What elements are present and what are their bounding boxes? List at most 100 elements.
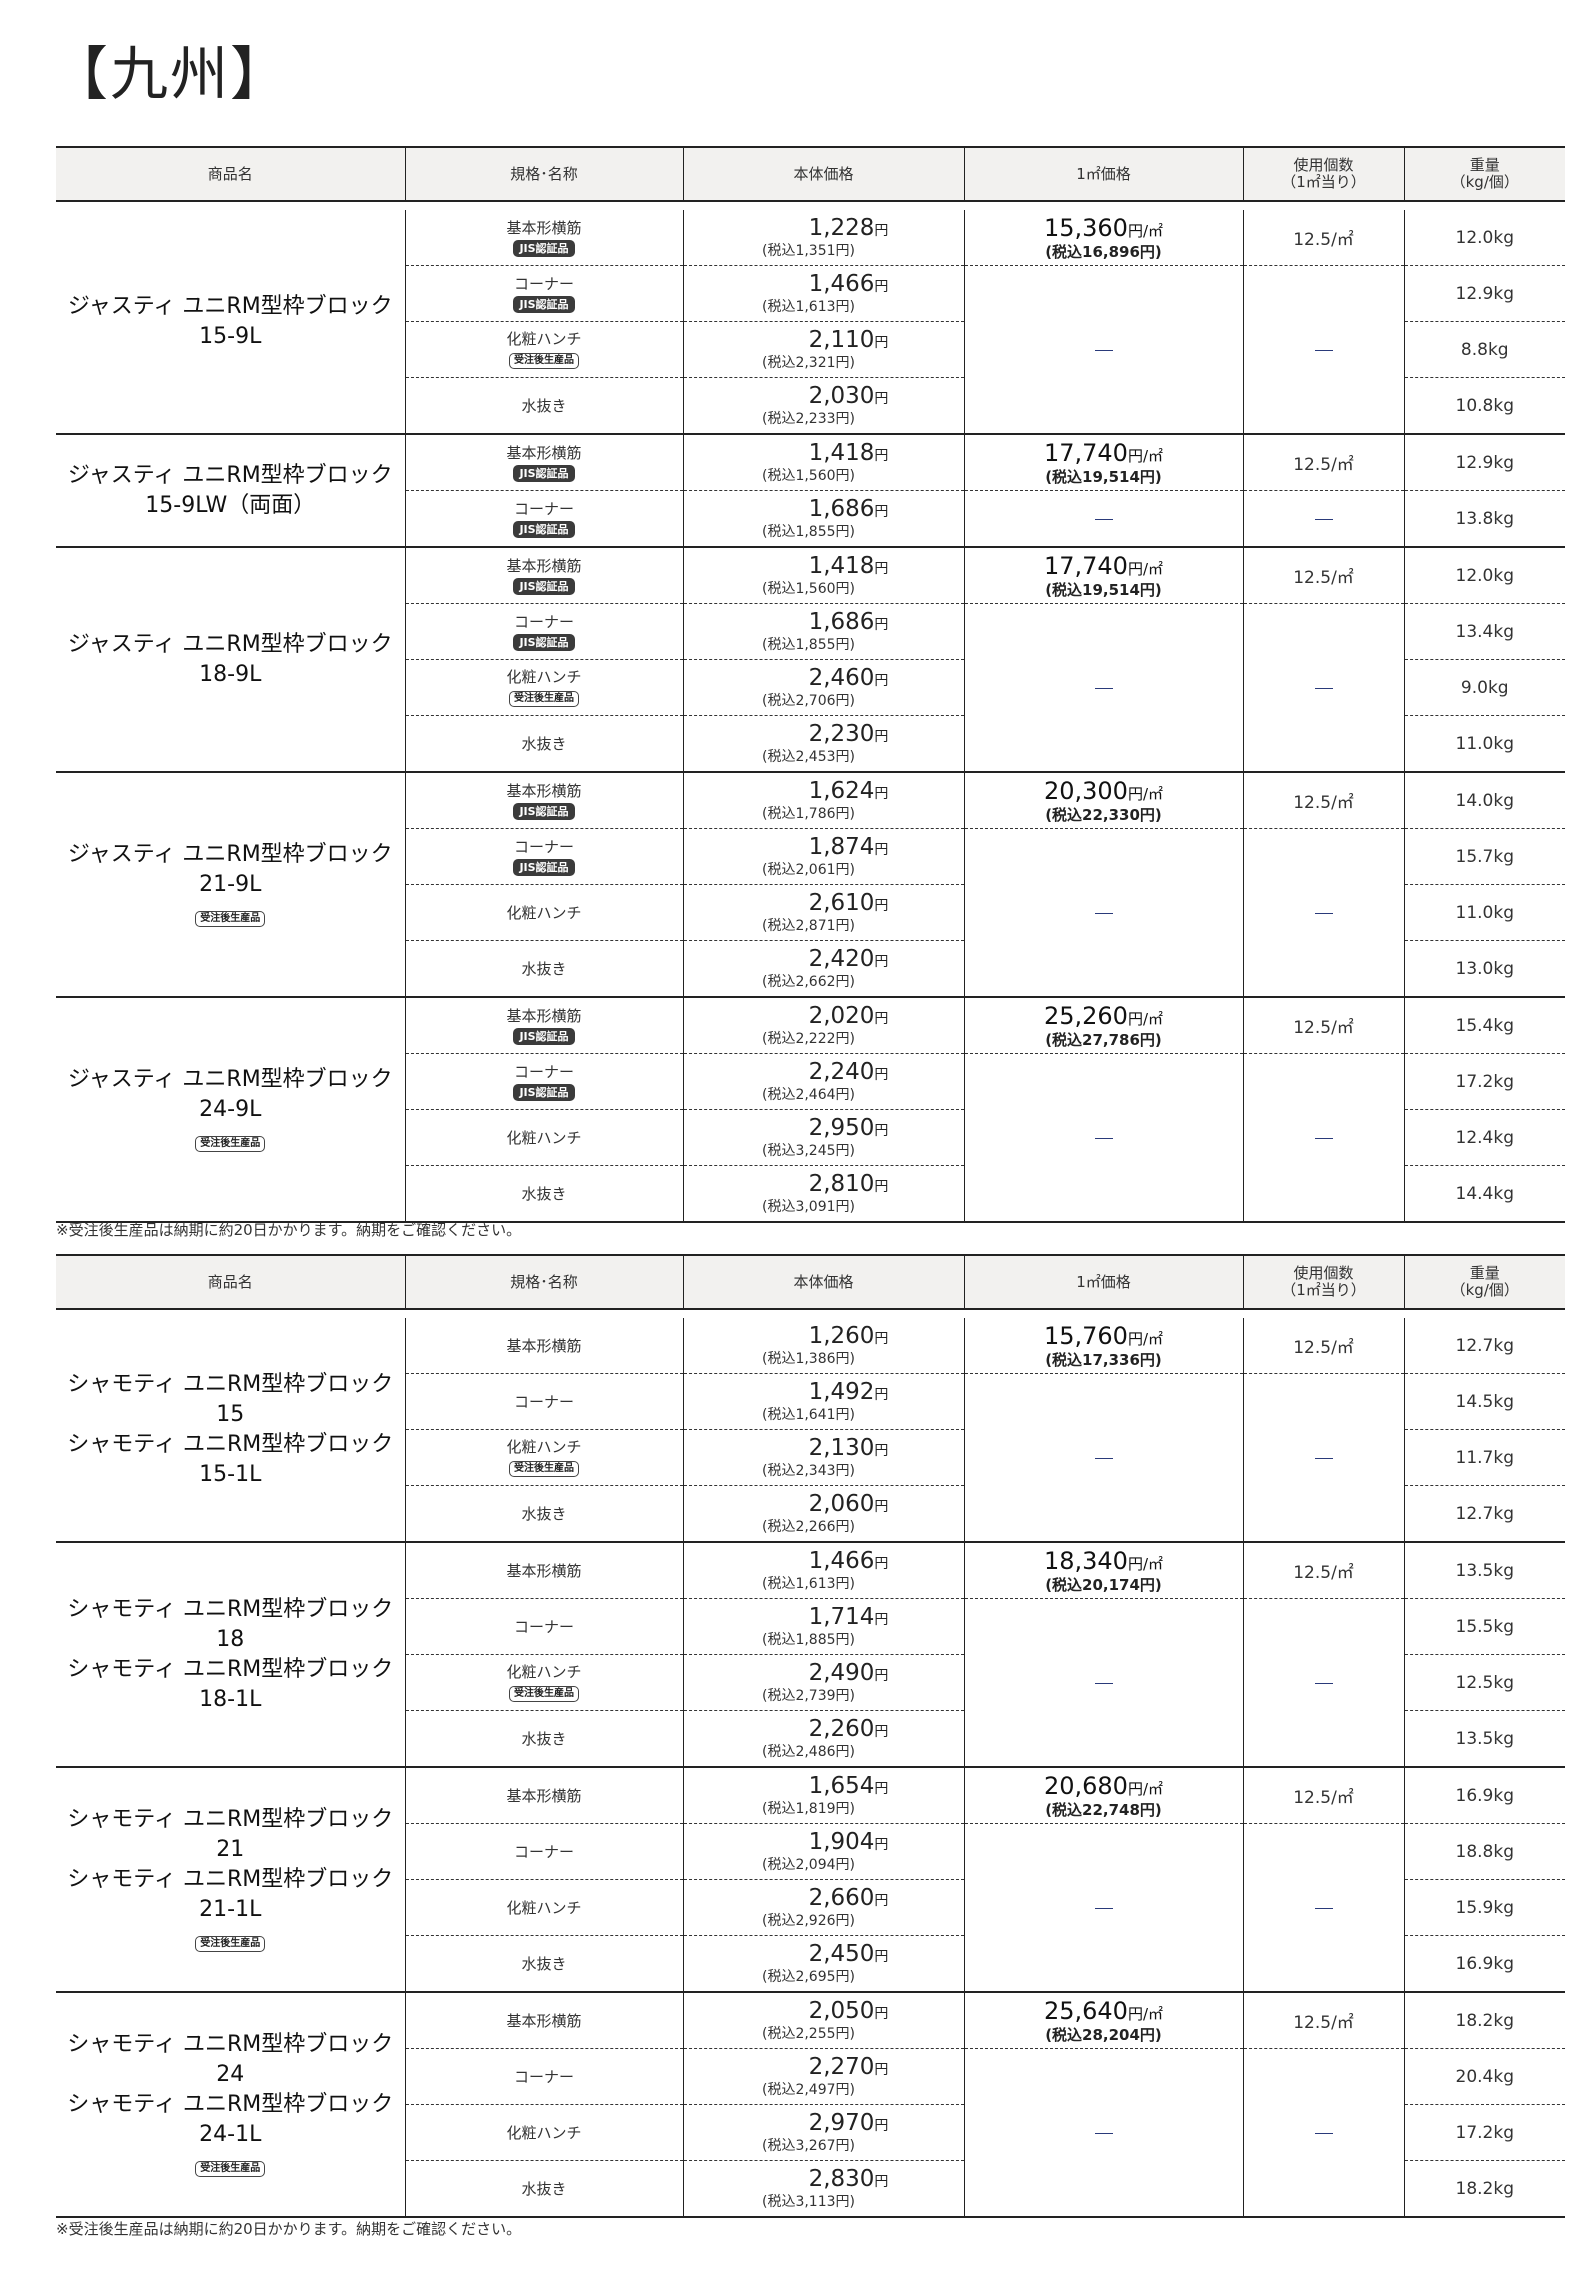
product-name-line: 21-1L bbox=[199, 1896, 262, 1922]
usage-value: 12.5 bbox=[1293, 230, 1332, 250]
spec-cell: コーナー JIS認証品 bbox=[404, 490, 683, 548]
spec-cell: 化粧ハンチ bbox=[404, 2104, 683, 2161]
yen-unit: 円 bbox=[874, 1837, 889, 1853]
table-row: 化粧ハンチ 2,950円 (税込3,245円) 12.4kg bbox=[56, 1109, 1565, 1166]
column-header: 商品名 bbox=[56, 146, 405, 202]
spec-name: コーナー bbox=[513, 612, 574, 631]
column-header-label: 1㎡価格 bbox=[1076, 1272, 1131, 1291]
unit-price: 1,686円 bbox=[684, 610, 964, 637]
m2-price-cell: 17,740円/㎡ (税込19,514円) bbox=[963, 434, 1243, 491]
spec-name: 化粧ハンチ bbox=[506, 668, 582, 686]
spec-cell: 基本形横筋 JIS認証品 bbox=[404, 772, 683, 829]
unit-price-value: 1,466 bbox=[808, 271, 875, 297]
made-to-order-badge: 受注後生産品 bbox=[195, 2160, 266, 2177]
usage-cell: 12.5/㎡ bbox=[1242, 1542, 1404, 1599]
usage-cell bbox=[1242, 265, 1404, 435]
weight-cell: 15.7kg bbox=[1403, 828, 1565, 885]
m2-price-cell: 20,300円/㎡ (税込22,330円) bbox=[963, 772, 1243, 829]
product-name-line: ジャスティ ユニRM型枠ブロック bbox=[67, 293, 393, 319]
tax-included-price: (税込2,739円) bbox=[761, 1688, 855, 1704]
tax-included-price: (税込2,321円) bbox=[761, 355, 855, 371]
table-row: 化粧ハンチ 2,610円 (税込2,871円) 11.0kg bbox=[56, 884, 1565, 941]
unit-price: 2,970円 bbox=[684, 2111, 964, 2138]
price-cell: 2,050円 (税込2,255円) bbox=[682, 1992, 964, 2049]
dash-mark bbox=[1094, 350, 1113, 351]
column-header-label: 本体価格 bbox=[793, 1272, 854, 1291]
table-row: コーナー JIS認証品 1,874円 (税込2,061円) 15.7kg bbox=[56, 828, 1565, 998]
spec-cell: コーナー JIS認証品 bbox=[404, 1053, 683, 1110]
m2-price-value: 15,360 bbox=[1043, 214, 1128, 242]
column-header: 1㎡価格 bbox=[963, 146, 1243, 202]
table-row: 水抜き 2,030円 (税込2,233円) 10.8kg bbox=[56, 377, 1565, 435]
dash-mark bbox=[1314, 350, 1333, 351]
spec-cell: 化粧ハンチ bbox=[404, 884, 683, 941]
column-header-label: 重量 bbox=[1469, 156, 1500, 174]
footnote-text: ※受注後生産品は納期に約20日かかります。納期をご確認ください。 bbox=[56, 1221, 522, 1239]
tax-included-price: (税込1,641円) bbox=[761, 1407, 855, 1423]
yen-unit: 円 bbox=[874, 1499, 889, 1515]
column-header: 商品名 bbox=[56, 1254, 405, 1310]
unit-price: 2,450円 bbox=[684, 1942, 964, 1969]
spec-cell: 水抜き bbox=[404, 2160, 683, 2218]
unit-price: 2,270円 bbox=[684, 2055, 964, 2082]
spec-name: 水抜き bbox=[521, 1729, 567, 1748]
m2-price-unit: 円/㎡ bbox=[1127, 1010, 1164, 1028]
usage-cell bbox=[1242, 490, 1404, 548]
spec-cell: 基本形横筋 bbox=[404, 1318, 683, 1374]
spec-name: 基本形横筋 bbox=[506, 1561, 582, 1580]
price-cell: 1,686円 (税込1,855円) bbox=[682, 603, 964, 660]
weight-cell: 9.0kg bbox=[1403, 659, 1565, 716]
usage-unit: /㎡ bbox=[1331, 568, 1354, 588]
table-row: シャモティ ユニRM型枠ブロック 24 シャモティ ユニRM型枠ブロック 24-1L 受… bbox=[56, 1992, 1565, 2218]
table-row: 化粧ハンチ 受注後生産品 2,130円 (税込2,343円) 11.7kg bbox=[56, 1429, 1565, 1486]
yen-unit: 円 bbox=[874, 561, 889, 577]
product-name-line: 24-9L bbox=[199, 1096, 262, 1122]
spec-cell: 水抜き bbox=[404, 715, 683, 773]
m2-price-cell bbox=[963, 2048, 1243, 2218]
spec-cell: 化粧ハンチ bbox=[404, 1109, 683, 1166]
price-cell: 1,904円 (税込2,094円) bbox=[682, 1823, 964, 1880]
m2-tax-included-price: (税込16,896円) bbox=[1045, 243, 1162, 261]
price-cell: 2,130円 (税込2,343円) bbox=[682, 1429, 964, 1486]
m2-price-cell bbox=[963, 1373, 1243, 1543]
table-row: 水抜き 2,230円 (税込2,453円) 11.0kg bbox=[56, 715, 1565, 773]
footnote: ※受注後生産品は納期に約20日かかります。納期をご確認ください。 bbox=[56, 2218, 521, 2239]
made-to-order-badge: 受注後生産品 bbox=[195, 1135, 266, 1152]
yen-unit: 円 bbox=[874, 1724, 889, 1740]
product-name-line: シャモティ ユニRM型枠ブロック bbox=[67, 2031, 394, 2057]
weight-cell: 14.4kg bbox=[1403, 1165, 1565, 1223]
price-cell: 2,230円 (税込2,453円) bbox=[682, 715, 964, 773]
table-row: ジャスティ ユニRM型枠ブロック 18-9L 基本形横筋 JIS認証品 1,418円 (税… bbox=[56, 547, 1565, 773]
yen-unit: 円 bbox=[874, 2118, 889, 2134]
product-name-line: シャモティ ユニRM型枠ブロック bbox=[67, 1596, 394, 1622]
table-row: 水抜き 2,420円 (税込2,662円) 13.0kg bbox=[56, 940, 1565, 998]
spec-name: 基本形横筋 bbox=[506, 2011, 582, 2030]
unit-price: 1,686円 bbox=[684, 497, 964, 524]
spec-cell: 水抜き bbox=[404, 940, 683, 998]
dash-mark bbox=[1094, 1138, 1113, 1139]
spec-cell: コーナー bbox=[404, 1823, 683, 1880]
product-name-line: 24-1L bbox=[199, 2121, 262, 2147]
usage-cell bbox=[1242, 1373, 1404, 1543]
column-header-label: 規格･名称 bbox=[510, 164, 578, 183]
unit-price: 2,420円 bbox=[684, 947, 964, 974]
price-cell: 1,418円 (税込1,560円) bbox=[682, 547, 964, 604]
product-name-line: 15-9L bbox=[199, 323, 262, 349]
unit-price-value: 1,624 bbox=[808, 778, 875, 804]
yen-unit: 円 bbox=[874, 1781, 889, 1797]
header-gap bbox=[56, 201, 1565, 210]
m2-price: 17,740円/㎡ bbox=[965, 440, 1243, 469]
yen-unit: 円 bbox=[874, 504, 889, 520]
yen-unit: 円 bbox=[874, 1443, 889, 1459]
product-name-cell: シャモティ ユニRM型枠ブロック 24 シャモティ ユニRM型枠ブロック 24-1L 受… bbox=[56, 1992, 405, 2218]
price-cell: 2,830円 (税込3,113円) bbox=[682, 2160, 964, 2218]
jis-certified-badge: JIS認証品 bbox=[513, 858, 575, 876]
usage-unit: /㎡ bbox=[1331, 455, 1354, 475]
price-cell: 1,466円 (税込1,613円) bbox=[682, 1542, 964, 1599]
m2-price-unit: 円/㎡ bbox=[1127, 1780, 1164, 1798]
spec-cell: コーナー bbox=[404, 2048, 683, 2105]
product-name-line: 18-9L bbox=[199, 661, 262, 687]
unit-price-value: 2,230 bbox=[808, 721, 875, 747]
spec-cell: 基本形横筋 bbox=[404, 1542, 683, 1599]
unit-price-value: 2,240 bbox=[808, 1059, 875, 1085]
